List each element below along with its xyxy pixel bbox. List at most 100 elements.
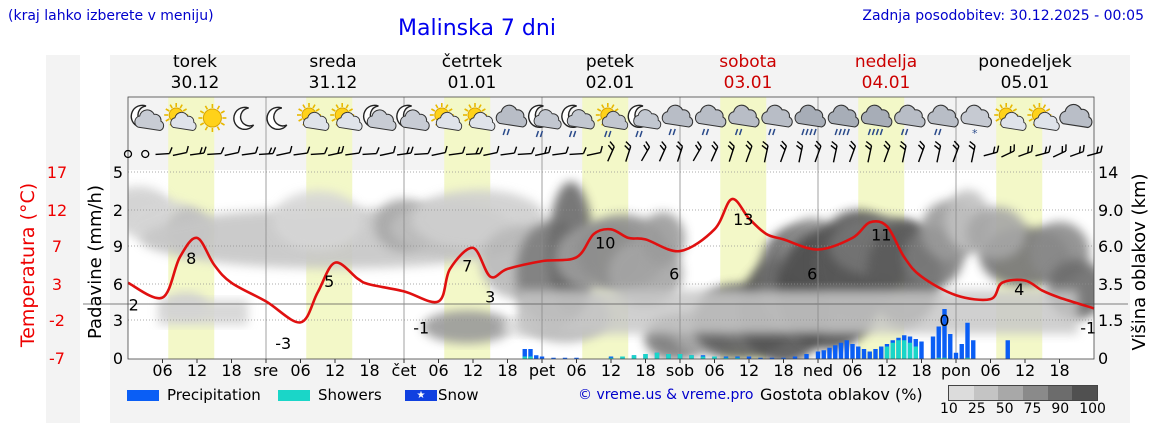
rain-drop [768, 128, 772, 136]
rain-cloud-icon [566, 109, 595, 130]
wind-feather [934, 144, 941, 151]
precipitation-bar [781, 357, 786, 359]
sun-ray [1032, 104, 1037, 109]
wind-barb-icon [934, 140, 942, 163]
wind-barb-icon [189, 146, 207, 156]
wind-barb-icon [1069, 144, 1085, 158]
wind-feather [643, 144, 649, 151]
wind-feather [711, 144, 717, 151]
cloud-height-axis-title: Višina oblakov (km) [1129, 173, 1150, 350]
precip-tick-label: 6 [113, 275, 123, 294]
temperature-label: -3 [275, 334, 291, 353]
wind-barb-icon [310, 147, 328, 156]
wind-feather [513, 146, 518, 154]
legend-snow: Snow [438, 386, 479, 404]
showers-bar [528, 356, 533, 359]
cloud-scale-label: 50 [995, 401, 1014, 417]
wind-feather [531, 147, 535, 154]
copyright-link[interactable]: © vreme.us & vreme.pro [578, 387, 754, 403]
cloud-shape [533, 109, 562, 130]
wind-feather [661, 141, 667, 148]
temperature-label: 4 [1014, 280, 1024, 299]
rain-drop [904, 128, 909, 136]
wind-shaft [448, 152, 463, 156]
showers-bar [608, 357, 614, 359]
precipitation-bar [850, 344, 855, 359]
wind-feather [462, 146, 466, 154]
cloud-shape [927, 104, 959, 128]
wind-barb-icon [883, 140, 891, 163]
day-header-1: torek 30.12 [140, 52, 250, 94]
wind-barb-icon [293, 146, 311, 156]
precipitation-bar [873, 349, 878, 359]
wind-barb-icon [624, 141, 632, 162]
cloud-blob [422, 310, 513, 344]
showers-bar [907, 342, 913, 359]
temp-tick-label: 3 [52, 275, 62, 294]
left-panel [46, 55, 80, 423]
showers-bar [890, 342, 895, 359]
sun-ray [468, 104, 472, 109]
sun-ray [1009, 104, 1013, 109]
showers-bar [902, 340, 907, 359]
temp-tick-label: 7 [52, 237, 62, 256]
rain-drop [705, 128, 710, 136]
day-date: 03.01 [723, 73, 773, 93]
wind-feather [1065, 144, 1067, 152]
cloud-shape [860, 104, 893, 128]
cloud-shape [303, 111, 330, 131]
wind-shaft [1001, 150, 1015, 158]
wind-feather [831, 140, 838, 147]
cloud-shape [633, 109, 662, 130]
wind-shaft [640, 146, 651, 162]
location-hint[interactable]: (kraj lahko izberete v meniju) [8, 8, 214, 24]
wind-feather [968, 144, 975, 151]
precipitation-bar [769, 357, 775, 359]
wind-shaft [310, 152, 325, 156]
sun-ray [481, 108, 486, 112]
wind-feather [996, 145, 1000, 153]
cloud-scale-labels: 10 25 50 75 90 100 [940, 401, 1106, 417]
wind-barb-icon [345, 146, 362, 156]
rain-cloud-icon [761, 104, 793, 128]
x-tick-label: pon [941, 361, 971, 380]
wind-feather [781, 140, 787, 147]
rain-drop [672, 128, 676, 136]
wind-feather [199, 147, 203, 154]
precipitation-bar [827, 347, 832, 359]
rain-cloud-icon [495, 104, 528, 128]
wind-barb-icon [1018, 144, 1034, 158]
cloud-shape [1000, 111, 1027, 131]
wind-feather [659, 144, 665, 151]
rain-drop [639, 130, 643, 138]
temp-tick-label: 17 [47, 163, 67, 182]
sun-ray [302, 104, 306, 109]
cloud-shape [601, 110, 629, 130]
day-date: 01.01 [447, 73, 497, 93]
cloud-density-scale [948, 385, 1098, 401]
wind-shaft [379, 151, 394, 157]
wind-shaft [983, 151, 998, 157]
wind-feather [1100, 145, 1103, 153]
wind-feather [796, 140, 803, 147]
cloud-shape [694, 104, 727, 128]
snowflake-icon: * [972, 127, 978, 140]
heavy-rain-icon [794, 104, 826, 128]
x-tick-label: 18 [1049, 361, 1069, 380]
sun-ray [216, 126, 221, 131]
cloud-scale-label: 10 [940, 401, 958, 417]
wind-feather [1044, 146, 1048, 154]
wind-barb-icon [207, 147, 225, 156]
day-header-2: sreda 31.12 [278, 52, 388, 94]
wind-feather [1030, 144, 1034, 152]
wind-feather [830, 144, 837, 151]
wind-feather [848, 144, 855, 151]
wind-barb-icon [276, 145, 293, 157]
cloud-scale-label: 25 [967, 401, 986, 417]
wind-feather [796, 144, 803, 151]
sun-ray [199, 110, 205, 114]
wind-shaft [970, 145, 976, 163]
sun-ray [995, 118, 1000, 122]
x-tick-label: ned [803, 361, 833, 380]
cloud-shape [495, 104, 528, 128]
